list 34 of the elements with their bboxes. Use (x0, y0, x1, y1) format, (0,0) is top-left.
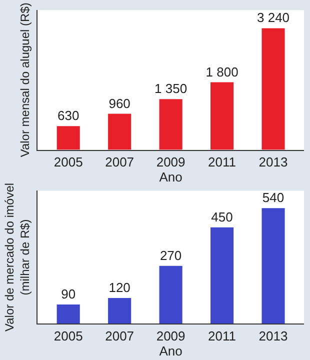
x-tick-label: 2007 (105, 328, 134, 344)
x-tick-label: 2011 (208, 154, 236, 170)
bar (210, 227, 234, 324)
data-label: 450 (211, 209, 233, 224)
x-axis-title: Ano (159, 169, 182, 184)
data-label: 630 (57, 108, 80, 124)
x-tick-label: 2009 (156, 154, 186, 170)
bar (262, 208, 285, 324)
bar (108, 114, 132, 150)
x-tick-label: 2009 (156, 328, 186, 344)
data-label: 1 800 (206, 64, 238, 80)
data-label: 540 (262, 190, 284, 206)
y-axis-title: Valor mensal do aluguel (R$) (18, 2, 32, 158)
bar (159, 266, 182, 324)
data-label: 270 (160, 248, 182, 263)
data-label: 3 240 (256, 10, 290, 26)
x-tick-label: 2013 (258, 328, 288, 344)
data-label: 90 (61, 286, 76, 302)
bar (262, 28, 285, 150)
bar (159, 99, 182, 150)
x-tick-label: 2013 (258, 154, 288, 170)
data-label: 1 350 (154, 81, 188, 96)
bar (56, 304, 80, 324)
x-tick-label: 2011 (208, 328, 236, 344)
data-label: 960 (108, 96, 130, 111)
y-axis-title: Valor de mercado do imóvel (milhar de R$) (2, 182, 32, 332)
x-tick-label: 2005 (54, 154, 83, 170)
data-label: 120 (108, 280, 130, 296)
bar (56, 126, 80, 150)
bar (108, 298, 132, 324)
x-axis-title: Ano (159, 343, 182, 358)
x-tick-label: 2005 (54, 328, 83, 344)
x-tick-label: 2007 (105, 154, 134, 170)
bar (210, 82, 234, 150)
